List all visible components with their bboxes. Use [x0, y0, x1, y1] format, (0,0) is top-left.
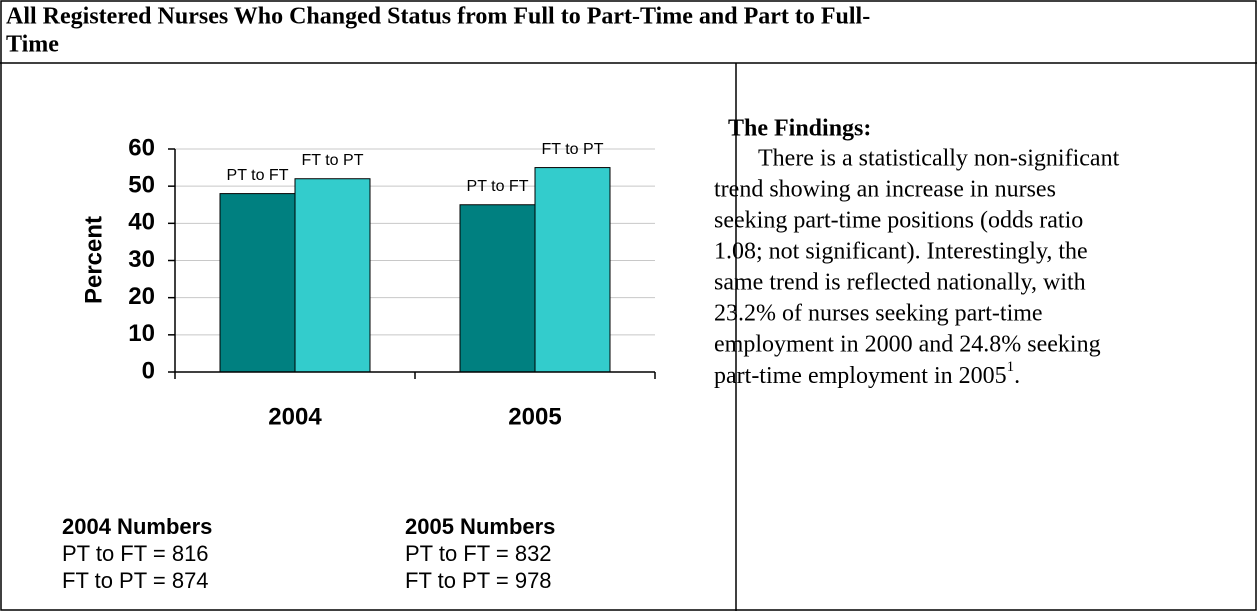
y-tick-label: 40 [128, 209, 155, 236]
numbers-line: PT to FT = 816 [62, 541, 209, 566]
bar [294, 178, 371, 373]
numbers-line: FT to PT = 978 [405, 568, 552, 593]
bar-label: FT to PT [542, 141, 604, 158]
title: Time [6, 32, 59, 58]
bar-label: PT to FT [227, 167, 289, 184]
bar-label: PT to FT [467, 178, 529, 195]
y-tick-label: 10 [128, 320, 155, 347]
findings-line: There is a statistically non-significant [758, 146, 1120, 172]
numbers-line: PT to FT = 832 [405, 541, 552, 566]
findings-heading: The Findings: [728, 116, 871, 142]
findings-text: part-time employment in 2005 [714, 363, 1007, 389]
bar [534, 167, 611, 373]
findings-line: trend showing an increase in nurses [714, 177, 1056, 203]
x-tick-label: 2004 [268, 403, 322, 430]
findings-end: . [1014, 363, 1020, 389]
y-axis-label: Percent [80, 216, 107, 304]
findings-line: 1.08; not significant). Interestingly, t… [714, 239, 1088, 265]
x-tick-label: 2005 [508, 403, 561, 430]
findings-line: employment in 2000 and 24.8% seeking [714, 332, 1101, 358]
footnote-mark: 1 [1007, 359, 1015, 375]
y-tick-label: 30 [128, 246, 155, 273]
y-tick-label: 50 [128, 172, 155, 199]
numbers-line: FT to PT = 874 [62, 568, 209, 593]
findings-line: same trend is reflected nationally, with [714, 270, 1086, 296]
findings-line: part-time employment in 20051. [714, 359, 1020, 388]
numbers-heading: 2004 Numbers [62, 514, 212, 539]
y-tick-label: 60 [128, 134, 155, 161]
numbers-heading: 2005 Numbers [405, 514, 555, 539]
bar [459, 204, 536, 373]
bar [219, 193, 296, 373]
title: All Registered Nurses Who Changed Status… [6, 4, 870, 30]
findings-line: seeking part-time positions (odds ratio [714, 208, 1083, 234]
y-tick-label: 20 [128, 283, 155, 310]
bar-label: FT to PT [302, 152, 364, 169]
findings-line: 23.2% of nurses seeking part-time [714, 301, 1043, 327]
y-tick-label: 0 [142, 357, 155, 384]
